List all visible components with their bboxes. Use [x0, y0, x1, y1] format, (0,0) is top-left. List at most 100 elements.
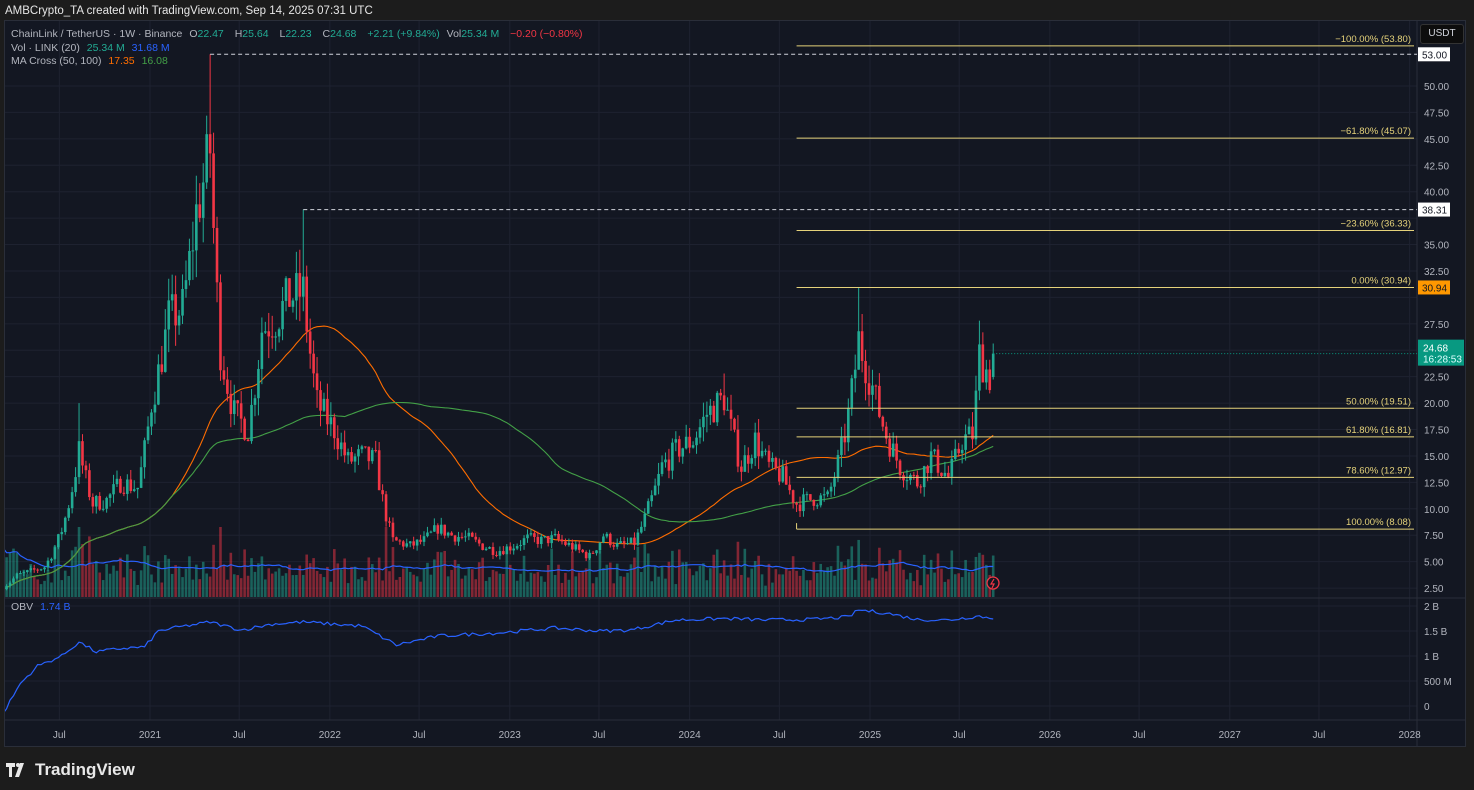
- volume-bar: [664, 578, 667, 597]
- symbol-name[interactable]: ChainLink / TetherUS · 1W · Binance: [11, 28, 183, 40]
- candle-body: [719, 392, 722, 396]
- candle-body: [84, 465, 88, 471]
- candle: [208, 54, 212, 178]
- candle: [771, 452, 774, 469]
- volume-bar: [426, 562, 429, 597]
- obv-tick-label: 0: [1424, 702, 1430, 713]
- chart-frame[interactable]: [4, 20, 1466, 747]
- candle-body: [884, 426, 888, 439]
- candle: [274, 331, 277, 351]
- candle: [408, 541, 412, 548]
- candle: [726, 397, 729, 411]
- candle-body: [277, 329, 281, 337]
- candle-body: [29, 568, 33, 571]
- volume-bar: [326, 566, 329, 597]
- volume-bar: [205, 573, 208, 597]
- candle-body: [947, 472, 950, 477]
- candle-body: [153, 404, 157, 413]
- candle: [560, 534, 564, 545]
- volume-bar: [364, 580, 367, 597]
- candle-body: [712, 405, 716, 423]
- candle-body: [860, 331, 864, 361]
- volume-bar: [122, 577, 126, 597]
- volume-bar: [650, 581, 653, 597]
- candle: [163, 309, 167, 373]
- alert-icon[interactable]: [986, 576, 1000, 590]
- candle: [733, 417, 736, 433]
- time-tick-label: 2022: [319, 730, 342, 741]
- candle: [505, 544, 509, 555]
- candle: [402, 540, 405, 550]
- candle: [633, 532, 636, 550]
- candle: [488, 546, 491, 550]
- candle: [143, 437, 146, 479]
- candle: [226, 367, 229, 402]
- candle-body: [698, 427, 702, 438]
- candle-body: [546, 536, 550, 544]
- symbol-legend[interactable]: ChainLink / TetherUS · 1W · Binance O22.…: [11, 28, 583, 40]
- candle: [719, 388, 722, 401]
- time-tick-label: 2024: [679, 730, 702, 741]
- volume-bar: [119, 557, 122, 597]
- candle: [450, 531, 453, 536]
- candle-body: [853, 369, 857, 379]
- open-value: 22.47: [197, 28, 224, 40]
- volume-bar: [681, 562, 685, 597]
- candle-body: [874, 385, 878, 387]
- volume-bar: [8, 553, 12, 597]
- candle-body: [122, 492, 126, 494]
- candle: [201, 163, 205, 243]
- volume-bar: [691, 575, 695, 597]
- tradingview-logo[interactable]: TradingView: [6, 760, 135, 780]
- volume-bar: [129, 568, 133, 597]
- candle: [57, 533, 60, 550]
- candle: [729, 394, 733, 431]
- candle-body: [315, 373, 319, 391]
- volume-bar: [126, 554, 129, 597]
- candle-body: [67, 508, 70, 518]
- candle-body: [188, 250, 191, 281]
- volume-bar: [947, 579, 950, 597]
- candle-body: [688, 436, 691, 448]
- volume-bar: [543, 581, 547, 597]
- candle: [264, 321, 267, 335]
- volume-bar: [50, 582, 53, 597]
- candle: [212, 132, 215, 244]
- candle-body: [15, 573, 19, 579]
- candle-body: [929, 451, 933, 474]
- volume-bar: [336, 563, 340, 597]
- ma-cross-legend[interactable]: MA Cross (50, 100) 17.35 16.08: [11, 55, 168, 67]
- candle: [298, 249, 302, 322]
- volume-bar: [108, 573, 112, 597]
- volume-bar: [167, 558, 171, 597]
- volume-bar: [267, 568, 271, 597]
- candle: [322, 392, 326, 413]
- volume-bar: [546, 564, 550, 597]
- price-tick-label: 12.50: [1424, 478, 1449, 489]
- candle: [608, 532, 612, 548]
- volume-bar: [943, 581, 947, 597]
- candle-body: [916, 475, 919, 487]
- candle-body: [691, 445, 695, 448]
- candle-body: [588, 552, 591, 559]
- volume-bar: [357, 579, 360, 597]
- candle: [270, 315, 274, 349]
- candle: [829, 482, 833, 498]
- volume-bar: [940, 568, 943, 597]
- volume-bar: [922, 554, 926, 597]
- candle-body: [895, 443, 898, 461]
- candle: [239, 391, 243, 433]
- volume-bars: [5, 527, 995, 597]
- obv-legend[interactable]: OBV 1.74 B: [11, 601, 71, 613]
- volume-indicator-legend[interactable]: Vol · LINK (20) 25.34 M 31.68 M: [11, 42, 170, 54]
- candle-body: [433, 525, 436, 532]
- candle: [415, 539, 419, 551]
- candle: [957, 442, 961, 457]
- volume-bar: [712, 554, 716, 597]
- currency-button[interactable]: USDT: [1420, 24, 1464, 44]
- candle-body: [598, 542, 602, 551]
- candle-body: [847, 407, 850, 443]
- candle: [357, 444, 360, 466]
- volume-bar: [643, 544, 647, 597]
